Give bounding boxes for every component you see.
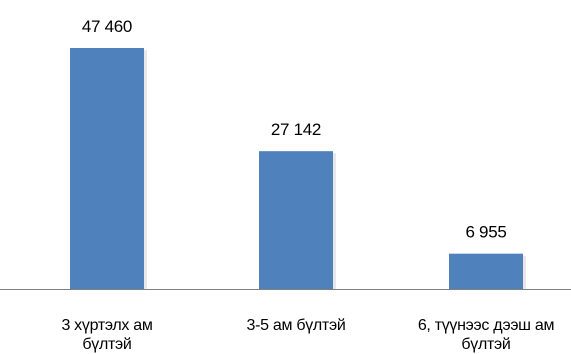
data-label-3: 6 955 [465, 223, 506, 242]
category-label-2: 3-5 ам бүлтэй [247, 317, 346, 334]
category-label-1-line-1: 3 хүртэлх ам [61, 317, 152, 334]
category-label-1-line-2: бүлтэй [82, 336, 131, 353]
bar-3 [449, 253, 523, 289]
category-label-3-line-1: 6, түүнээс дээш ам [418, 317, 554, 334]
category-label-3-line-2: бүлтэй [461, 336, 510, 353]
data-label-1: 47 460 [82, 17, 132, 36]
bar-2 [259, 151, 333, 289]
bar-1 [70, 48, 144, 289]
data-label-2: 27 142 [271, 120, 321, 139]
